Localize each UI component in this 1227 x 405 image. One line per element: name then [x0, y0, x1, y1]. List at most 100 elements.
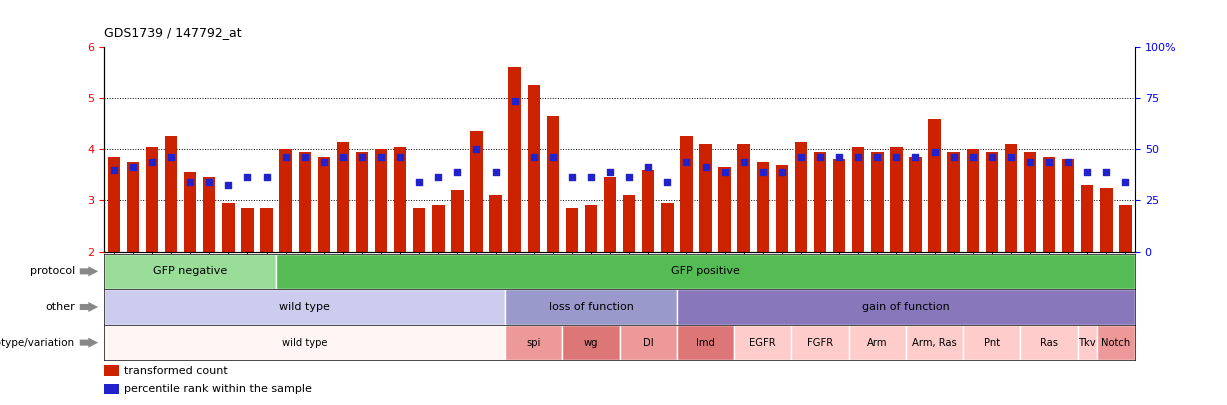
- Point: [562, 174, 582, 181]
- Bar: [184, 172, 196, 252]
- Text: GDS1739 / 147792_at: GDS1739 / 147792_at: [104, 26, 242, 39]
- Bar: [677, 325, 734, 360]
- Text: lmd: lmd: [696, 338, 715, 347]
- Bar: [104, 325, 506, 360]
- Bar: [849, 325, 906, 360]
- Bar: [528, 85, 540, 252]
- Bar: [104, 254, 276, 289]
- Bar: [585, 205, 598, 252]
- Bar: [929, 119, 941, 252]
- Bar: [566, 208, 578, 252]
- Bar: [871, 152, 883, 252]
- Point: [810, 153, 829, 160]
- Bar: [470, 131, 482, 252]
- Point: [142, 159, 162, 165]
- Bar: [814, 152, 826, 252]
- Point: [829, 153, 849, 160]
- Bar: [909, 157, 921, 252]
- Bar: [604, 177, 616, 252]
- Text: gain of function: gain of function: [863, 302, 950, 312]
- Point: [544, 153, 563, 160]
- Bar: [394, 147, 406, 252]
- Point: [1097, 169, 1117, 175]
- Bar: [1023, 152, 1036, 252]
- Text: Arm: Arm: [867, 338, 887, 347]
- Point: [906, 153, 925, 160]
- Bar: [104, 365, 119, 376]
- Bar: [1021, 325, 1077, 360]
- Point: [791, 153, 811, 160]
- Point: [466, 146, 486, 153]
- Point: [161, 153, 180, 160]
- Text: wg: wg: [584, 338, 599, 347]
- Text: loss of function: loss of function: [548, 302, 633, 312]
- Bar: [890, 147, 903, 252]
- Bar: [833, 160, 845, 252]
- Bar: [490, 195, 502, 252]
- Bar: [985, 152, 998, 252]
- Point: [1039, 159, 1059, 165]
- Bar: [947, 152, 960, 252]
- Bar: [1005, 144, 1017, 252]
- Point: [925, 149, 945, 155]
- Text: GFP positive: GFP positive: [671, 266, 740, 276]
- Text: Notch: Notch: [1102, 338, 1130, 347]
- Text: genotype/variation: genotype/variation: [0, 338, 75, 347]
- Point: [658, 179, 677, 186]
- Text: transformed count: transformed count: [124, 366, 228, 376]
- Text: GFP negative: GFP negative: [153, 266, 227, 276]
- Point: [352, 153, 372, 160]
- Text: Ras: Ras: [1040, 338, 1058, 347]
- Text: wild type: wild type: [280, 302, 330, 312]
- Bar: [642, 170, 654, 252]
- Bar: [757, 162, 769, 252]
- Bar: [906, 325, 963, 360]
- Point: [123, 164, 142, 171]
- Point: [180, 179, 200, 186]
- Text: Dl: Dl: [643, 338, 654, 347]
- Point: [734, 159, 753, 165]
- Point: [524, 153, 544, 160]
- Bar: [126, 162, 139, 252]
- Bar: [791, 325, 849, 360]
- Bar: [680, 136, 692, 252]
- Point: [104, 166, 124, 173]
- Bar: [104, 384, 119, 394]
- Bar: [280, 149, 292, 252]
- Bar: [562, 325, 620, 360]
- Point: [200, 179, 220, 186]
- Point: [428, 174, 448, 181]
- Text: spi: spi: [526, 338, 541, 347]
- Bar: [677, 289, 1135, 325]
- Point: [410, 179, 429, 186]
- Bar: [298, 152, 310, 252]
- Bar: [967, 149, 979, 252]
- Point: [753, 169, 773, 175]
- Text: Pnt: Pnt: [984, 338, 1000, 347]
- Point: [1077, 169, 1097, 175]
- Bar: [1081, 185, 1093, 252]
- Point: [390, 153, 410, 160]
- Bar: [506, 325, 562, 360]
- Point: [1020, 159, 1039, 165]
- Point: [620, 174, 639, 181]
- Bar: [413, 208, 426, 252]
- Bar: [356, 152, 368, 252]
- Point: [944, 153, 963, 160]
- Point: [715, 169, 735, 175]
- Bar: [661, 203, 674, 252]
- Text: EGFR: EGFR: [750, 338, 777, 347]
- Bar: [795, 142, 807, 252]
- Bar: [506, 289, 677, 325]
- Bar: [260, 208, 272, 252]
- Bar: [432, 205, 444, 252]
- Bar: [623, 195, 636, 252]
- Point: [696, 164, 715, 171]
- Point: [314, 159, 334, 165]
- Bar: [852, 147, 864, 252]
- Point: [486, 169, 506, 175]
- Bar: [1043, 157, 1055, 252]
- Point: [982, 153, 1001, 160]
- Bar: [1119, 205, 1131, 252]
- Text: wild type: wild type: [282, 338, 328, 347]
